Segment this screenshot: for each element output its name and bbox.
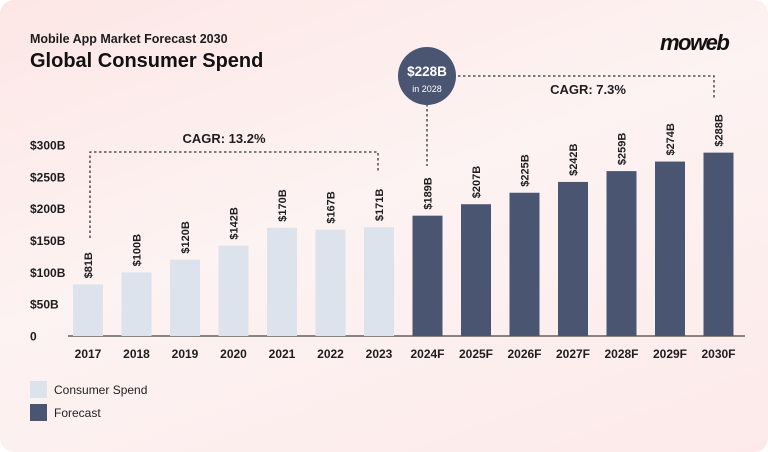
cagr-forecast-bracket bbox=[458, 75, 715, 100]
bar-consumer-spend bbox=[170, 259, 200, 336]
highlight-value: $228B bbox=[407, 64, 447, 79]
x-tick-label: 2022 bbox=[317, 347, 344, 361]
x-tick-label: 2021 bbox=[269, 347, 296, 361]
bar-forecast bbox=[606, 171, 637, 336]
x-tick-label: 2026F bbox=[507, 347, 541, 361]
x-tick-label: 2024F bbox=[410, 347, 444, 361]
x-tick-label: 2030F bbox=[701, 347, 735, 361]
y-tick-label: 0 bbox=[30, 330, 37, 344]
data-label: $274B bbox=[665, 123, 677, 155]
data-label: $142B bbox=[229, 207, 241, 239]
bar-forecast bbox=[558, 181, 588, 336]
legend-label: Consumer Spend bbox=[54, 382, 148, 397]
highlight-bubble bbox=[398, 47, 456, 105]
bar-consumer-spend bbox=[315, 229, 346, 336]
bar-forecast bbox=[703, 152, 734, 336]
data-label: $259B bbox=[617, 133, 629, 165]
bar-forecast bbox=[655, 161, 685, 336]
data-label: $100B bbox=[132, 234, 144, 266]
x-tick-label: 2028F bbox=[604, 347, 638, 361]
bar-forecast bbox=[461, 204, 491, 336]
bars: $81B 2017 $100B 2018 $120B 2019 $142B 2020 $170B… bbox=[73, 114, 736, 361]
data-label: $189B bbox=[423, 177, 435, 209]
x-tick-label: 2017 bbox=[75, 347, 102, 361]
cagr-forecast-label: CAGR: 7.3% bbox=[550, 82, 626, 97]
bar-consumer-spend bbox=[218, 245, 249, 336]
y-tick-label: $100B bbox=[30, 266, 66, 280]
cagr-actual-bracket bbox=[89, 151, 379, 238]
y-tick-label: $150B bbox=[30, 234, 66, 248]
chart-subtitle: Mobile App Market Forecast 2030 bbox=[30, 32, 228, 46]
legend-swatch-consumer-spend bbox=[30, 381, 47, 398]
bar-consumer-spend bbox=[364, 227, 394, 336]
bar-consumer-spend bbox=[267, 227, 297, 336]
x-tick-label: 2025F bbox=[459, 347, 493, 361]
legend-swatch-forecast bbox=[30, 404, 47, 421]
bar-forecast bbox=[412, 215, 443, 336]
data-label: $288B bbox=[714, 114, 726, 146]
x-tick-label: 2029F bbox=[653, 347, 687, 361]
y-tick-label: $200B bbox=[30, 202, 66, 216]
data-label: $170B bbox=[277, 189, 289, 221]
bar-forecast bbox=[509, 192, 540, 336]
x-tick-label: 2027F bbox=[556, 347, 590, 361]
data-label: $120B bbox=[180, 221, 192, 253]
data-label: $207B bbox=[471, 166, 483, 198]
data-label: $242B bbox=[568, 143, 580, 175]
legend-item-consumer-spend: Consumer Spend bbox=[30, 381, 147, 398]
x-tick-label: 2023 bbox=[366, 347, 393, 361]
data-label: $81B bbox=[83, 252, 95, 278]
data-label: $171B bbox=[374, 189, 386, 221]
x-tick-label: 2018 bbox=[123, 347, 150, 361]
y-tick-label: $50B bbox=[30, 298, 59, 312]
legend-item-forecast: Forecast bbox=[30, 404, 101, 421]
y-tick-label: $300B bbox=[30, 139, 66, 153]
legend-label: Forecast bbox=[54, 405, 101, 420]
moweb-logo: moweb bbox=[660, 30, 730, 55]
data-label: $225B bbox=[520, 154, 532, 186]
cagr-actual-label: CAGR: 13.2% bbox=[182, 131, 266, 146]
annotations: CAGR: 13.2% CAGR: 7.3% $228B in 2028 bbox=[89, 47, 715, 238]
highlight-caption: in 2028 bbox=[412, 84, 442, 94]
bar-consumer-spend bbox=[73, 284, 103, 336]
chart-title: Global Consumer Spend bbox=[30, 50, 264, 72]
x-tick-label: 2019 bbox=[172, 347, 199, 361]
x-tick-label: 2020 bbox=[220, 347, 247, 361]
y-tick-label: $250B bbox=[30, 170, 66, 184]
bar-consumer-spend bbox=[121, 272, 152, 336]
data-label: $167B bbox=[326, 191, 338, 223]
